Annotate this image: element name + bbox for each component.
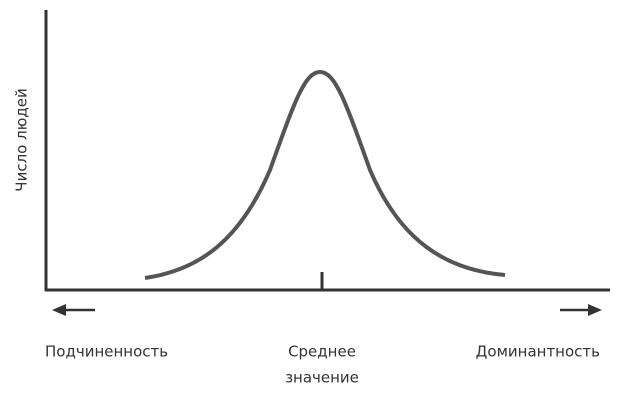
right-label: Доминантность: [476, 343, 600, 361]
center-label-line: Среднее: [288, 343, 356, 361]
y-axis-label: Число людей: [13, 88, 31, 191]
left-arrow: [52, 304, 95, 316]
left-label: Подчиненность: [45, 343, 168, 361]
center-label-line: значение: [285, 369, 359, 387]
right-arrow: [560, 304, 602, 316]
bell-curve: [144, 69, 506, 280]
